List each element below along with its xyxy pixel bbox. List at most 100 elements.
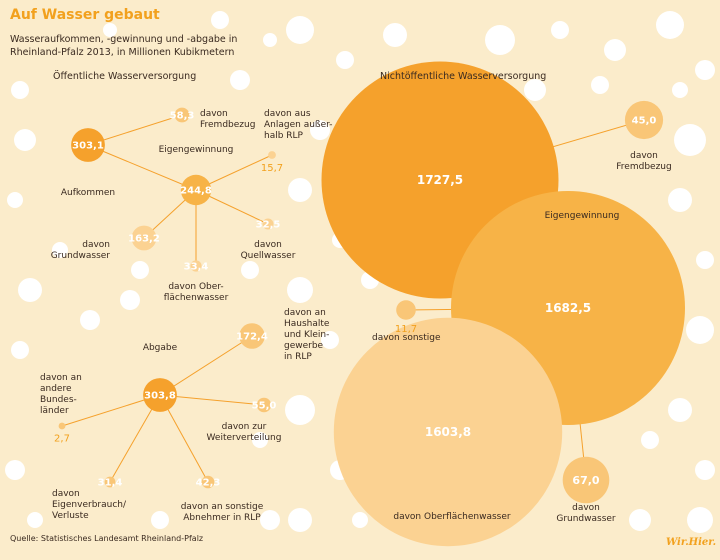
background-dot [80,310,100,330]
caption-weiterverteilung: davon zur Weiterverteilung [207,422,282,443]
value-label-haushalte: 172,4 [236,332,268,343]
background-dot [310,120,330,140]
section-label-public: Öffentliche Wasserversorgung [53,71,197,82]
background-dot [285,395,315,425]
background-dot [656,11,684,39]
background-dot [695,60,715,80]
bubble-nw-fremdbezug [624,100,664,140]
background-dot [260,510,280,530]
caption-haushalte: davon an Haushalte und Klein-gewerbe in RLP [284,308,330,362]
background-dot [321,331,339,349]
connector-line [87,144,197,191]
background-dot [120,290,140,310]
background-dot [288,508,312,532]
caption-nw-grundwasser: davon Grundwasser [556,503,616,524]
background-dot [383,23,407,47]
background-dot [668,188,692,212]
bubble-grundwasser [131,225,157,251]
bubble-weiterverteilung [256,397,272,413]
caption-nw-oberflaechenwasser: davon Oberflächenwasser [393,512,511,522]
caption-quellwasser: davon Quellwasser [241,240,296,261]
background-dot [687,507,713,533]
background-dot [696,251,714,269]
bubble-nw-sonstige [396,300,416,320]
value-label-eigengewinnung: 244,8 [180,186,212,197]
bubble-eigenverbrauch [104,476,116,488]
bubble-sonstige-abnehmer [201,475,215,489]
caption-bundeslaender: davon an andere Bundes-länder [40,373,82,416]
background-dot [131,261,149,279]
bubbles [58,61,685,547]
caption-ausserhalb: davon aus Anlagen außer-halb RLP [264,109,333,141]
value-label-eigenverbrauch: 31,4 [98,478,123,489]
bubble-nw-grundwasser [562,456,610,504]
bubble-eigengewinnung [180,174,212,206]
background-dot [211,11,229,29]
value-label-fremdbezug: 58,3 [170,111,195,122]
background-dot [286,16,314,44]
caption-nw-fremdbezug: davon Fremdbezug [616,151,671,172]
value-label-quellwasser: 32,5 [256,220,281,231]
caption-grundwasser: davon Grundwasser [51,240,111,261]
background-dot [695,460,715,480]
background-dot [672,82,688,98]
bubble-haushalte [239,323,265,349]
caption-eigenverbrauch: davon Eigenverbrauch/Verluste [52,489,127,521]
background-dot [252,432,268,448]
caption-nw-sonstige: davon sonstige [372,333,441,343]
background-dot [485,25,515,55]
chart-subtitle: Wasseraufkommen, -gewinnung und -abgabe … [10,34,238,58]
bubble-nw-oberflaechenwasser [333,317,563,547]
value-label-abgabe: 303,8 [144,391,176,402]
value-label-nw-sonstige: 11,7 [395,324,417,335]
value-label-aufkommen: 303,1 [72,141,104,152]
caption-fremdbezug: davon Fremdbezug [200,109,255,130]
value-label-nw-oberflaechenwasser: 1603,8 [425,425,471,439]
bubble-fremdbezug [174,107,190,123]
background-dot [11,341,29,359]
bubble-quellwasser [262,218,274,230]
connector-line [159,335,253,396]
background-dot [668,398,692,422]
value-label-nw-fremdbezug: 45,0 [632,116,657,127]
background-dot [241,261,259,279]
background-dot [5,460,25,480]
bubble-abgabe [143,378,177,412]
background-dot [103,23,117,37]
connector-line [159,394,265,406]
background-dot [604,39,626,61]
background-dot [7,192,23,208]
bubble-bundeslaender [58,422,66,430]
value-label-oberflaechenwasser: 33,4 [184,262,209,273]
value-label-nw-grundwasser: 67,0 [572,474,599,487]
background-dot [674,124,706,156]
background-dot [263,33,277,47]
background-dot [551,21,569,39]
value-label-bundeslaender: 2,7 [54,433,70,444]
value-label-grundwasser: 163,2 [128,234,160,245]
bubble-ausserhalb [268,151,276,159]
value-label-ausserhalb: 15,7 [261,163,283,174]
caption-aufkommen: Aufkommen [61,188,115,198]
source-note: Quelle: Statistisches Landesamt Rheinlan… [10,534,204,543]
background-dot [524,79,546,101]
background-dot [641,431,659,449]
background-dot [52,242,68,258]
caption-eigengewinnung: Eigengewinnung [159,145,234,155]
connector-line [61,394,161,427]
brand-logo: Wir.Hier. [666,537,717,548]
background-dot [27,512,43,528]
caption-oberflaechenwasser: davon Ober-flächenwasser [164,282,229,303]
background-dot [151,511,169,529]
background-dot [629,509,651,531]
bubble-labels: 303,1 Aufkommen 58,3 davon Fremdbezug 244,8 Ei… [40,109,672,524]
section-label-private: Nichtöffentliche Wasserversorgung [380,71,547,82]
background-dot [14,129,36,151]
background-dot [287,277,313,303]
caption-abgabe: Abgabe [143,343,178,353]
chart-title: Auf Wasser gebaut [10,7,160,23]
value-label-nw-aufkommen: 1727,5 [417,173,463,187]
value-label-sonstige-abnehmer: 42,3 [196,478,221,489]
